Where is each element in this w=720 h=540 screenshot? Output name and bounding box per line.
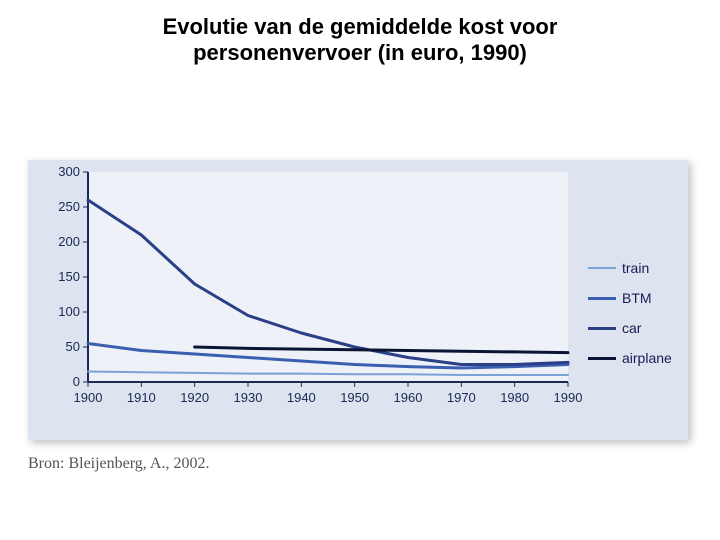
xtick-label: 1990 xyxy=(554,390,583,405)
ytick-label: 150 xyxy=(58,269,80,284)
legend-item-car: car xyxy=(588,320,688,336)
ytick-label: 300 xyxy=(58,164,80,179)
legend-swatch xyxy=(588,327,616,330)
xtick-label: 1960 xyxy=(394,390,423,405)
ytick-label: 100 xyxy=(58,304,80,319)
legend-item-airplane: airplane xyxy=(588,350,688,366)
ytick-label: 50 xyxy=(66,339,80,354)
ytick-label: 250 xyxy=(58,199,80,214)
chart-title: Evolutie van de gemiddelde kost voor per… xyxy=(0,14,720,66)
xtick-label: 1980 xyxy=(500,390,529,405)
xtick-label: 1920 xyxy=(180,390,209,405)
legend-item-train: train xyxy=(588,260,688,276)
xtick-label: 1950 xyxy=(340,390,369,405)
xtick-label: 1930 xyxy=(234,390,263,405)
legend-swatch xyxy=(588,357,616,360)
ytick-label: 0 xyxy=(73,374,80,389)
legend-label: car xyxy=(622,320,641,336)
source-citation: Bron: Bleijenberg, A., 2002. xyxy=(28,455,209,473)
legend-swatch xyxy=(588,297,616,300)
title-line-2: personenvervoer (in euro, 1990) xyxy=(0,40,720,66)
xtick-label: 1970 xyxy=(447,390,476,405)
xtick-label: 1910 xyxy=(127,390,156,405)
legend-label: BTM xyxy=(622,290,652,306)
legend-label: airplane xyxy=(622,350,672,366)
chart-figure: 0 50 100 150 200 250 300 1900 1910 1920 1930 1940 19… xyxy=(28,160,688,440)
legend-label: train xyxy=(622,260,649,276)
xtick-label: 1900 xyxy=(74,390,103,405)
legend-item-BTM: BTM xyxy=(588,290,688,306)
xtick-label: 1940 xyxy=(287,390,316,405)
ytick-label: 200 xyxy=(58,234,80,249)
chart-legend: train BTM car airplane xyxy=(588,260,688,366)
title-line-1: Evolutie van de gemiddelde kost voor xyxy=(0,14,720,40)
legend-swatch xyxy=(588,267,616,269)
